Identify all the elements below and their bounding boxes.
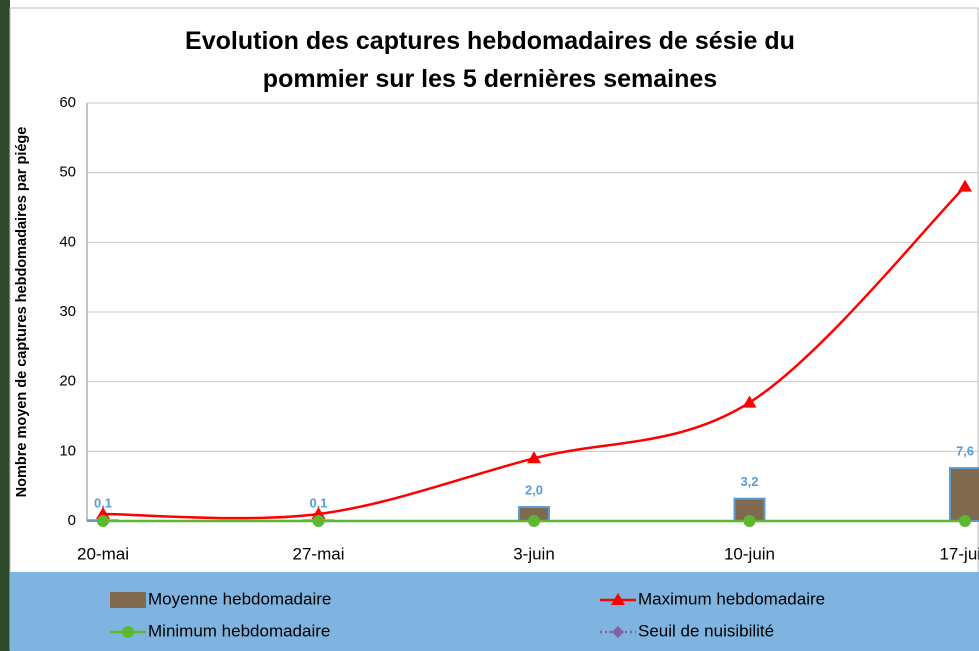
y-tick-label: 50 — [59, 164, 76, 181]
x-tick-label: 10-juin — [724, 544, 775, 563]
line-marker — [97, 515, 109, 527]
x-tick-label: 27-mai — [293, 544, 345, 563]
background-strip — [0, 0, 10, 651]
legend-marker — [122, 626, 134, 638]
value-label: 3,2 — [740, 474, 758, 489]
legend-swatch — [110, 592, 146, 608]
y-tick-label: 10 — [59, 442, 76, 459]
chart-title: Evolution des captures hebdomadaires de … — [140, 22, 840, 98]
value-label: 7,6 — [956, 443, 974, 458]
x-tick-label: 17-juin — [939, 544, 979, 563]
legend-label: Maximum hebdomadaire — [638, 589, 825, 608]
legend-label: Moyenne hebdomadaire — [148, 589, 331, 608]
legend-label: Minimum hebdomadaire — [148, 621, 330, 640]
x-tick-label: 20-mai — [77, 544, 129, 563]
y-tick-label: 60 — [59, 94, 76, 111]
y-tick-label: 30 — [59, 303, 76, 320]
line-marker — [528, 515, 540, 527]
line-marker — [744, 515, 756, 527]
line-marker — [313, 515, 325, 527]
page: {"chart_data": {"type": "bar-line", "tit… — [0, 0, 979, 651]
x-tick-label: 3-juin — [513, 544, 555, 563]
line-marker — [959, 515, 971, 527]
y-tick-label: 20 — [59, 373, 76, 390]
y-tick-label: 40 — [59, 233, 76, 250]
y-axis-label: Nombre moyen de captures hebdomadaires p… — [14, 127, 30, 498]
y-tick-label: 0 — [68, 512, 76, 529]
legend-label: Seuil de nuisibilité — [638, 621, 774, 640]
chart-frame — [10, 8, 978, 650]
value-label: 2,0 — [525, 483, 543, 498]
bar — [950, 468, 979, 521]
